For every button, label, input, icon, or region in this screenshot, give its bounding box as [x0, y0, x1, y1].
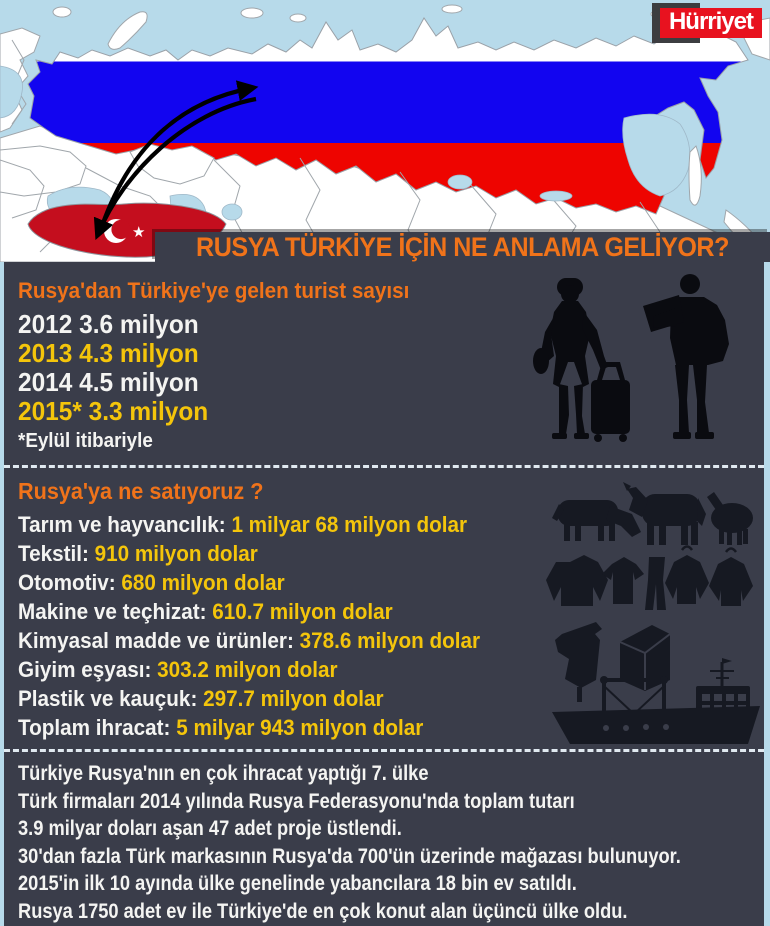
- fact-line: Türkiye Rusya'nın en çok ihracat yaptığı…: [18, 762, 429, 785]
- fact-line: 3.9 milyar doları aşan 47 adet proje üst…: [18, 817, 402, 840]
- logo-wordmark: Hürriyet: [659, 8, 762, 38]
- page-title: RUSYA TÜRKİYE İÇİN NE ANLAMA GELİYOR?: [196, 231, 729, 262]
- export-row: Giyim eşyası: 303.2 milyon dolar: [18, 657, 338, 682]
- tourists-heading: Rusya'dan Türkiye'ye gelen turist sayısı: [18, 278, 410, 303]
- star-icon: ★: [132, 224, 145, 241]
- export-row: Tarım ve hayvancılık: 1 milyar 68 milyon…: [18, 512, 468, 537]
- info-panel: Rusya'dan Türkiye'ye gelen turist sayısı…: [4, 262, 764, 926]
- dashed-separator: [4, 749, 764, 752]
- map-svg: ★: [0, 0, 770, 262]
- fact-line: 30'dan fazla Türk markasının Rusya'da 70…: [18, 844, 681, 868]
- exports-heading: Rusya'ya ne satıyoruz ?: [18, 478, 264, 504]
- clothing-silhouette: [546, 545, 753, 610]
- export-products-silhouette-icon: [546, 482, 760, 744]
- machinery-silhouette: [555, 622, 671, 702]
- export-row: Kimyasal madde ve ürünler: 378.6 milyon …: [18, 628, 481, 653]
- tourist-row-2014: 2014 4.5 milyon: [18, 367, 199, 397]
- cattle-silhouette: [552, 482, 753, 545]
- tourists-silhouette-icon: [533, 274, 729, 442]
- export-row: Tekstil: 910 milyon dolar: [18, 541, 258, 566]
- fact-line: Rusya 1750 adet ev ile Türkiye'de en çok…: [18, 899, 628, 923]
- fact-line: 2015'in ilk 10 ayında ülke genelinde yab…: [18, 872, 577, 895]
- export-row: Makine ve teçhizat: 610.7 milyon dolar: [18, 599, 393, 624]
- fact-line: Türk firmaları 2014 yılında Rusya Federa…: [18, 789, 575, 813]
- export-row: Toplam ihracat: 5 milyar 943 milyon dola…: [18, 715, 424, 740]
- export-row: Otomotiv: 680 milyon dolar: [18, 570, 285, 595]
- russia-flag-map: [27, 17, 749, 215]
- export-row: Plastik ve kauçuk: 297.7 milyon dolar: [18, 686, 384, 711]
- tourist-row-2012: 2012 3.6 milyon: [18, 309, 199, 339]
- tourist-row-2013: 2013 4.3 milyon: [18, 338, 199, 368]
- tourist-row-2015: 2015* 3.3 milyon: [18, 396, 209, 426]
- exchange-arrows-icon: [93, 80, 259, 241]
- title-bar: RUSYA TÜRKİYE İÇİN NE ANLAMA GELİYOR?: [155, 232, 770, 262]
- exports-section: Rusya'ya ne satıyoruz ? Tarım ve hayvanc…: [18, 478, 601, 742]
- hurriyet-logo: Hürriyet: [651, 3, 762, 43]
- facts-section: Türkiye Rusya'nın en çok ihracat yaptığı…: [18, 760, 770, 925]
- eurasia-map: ★: [0, 0, 770, 262]
- neighbor-countries: [0, 143, 215, 197]
- tourists-footnote: *Eylül itibariyle: [18, 430, 153, 452]
- tourists-section: Rusya'dan Türkiye'ye gelen turist sayısı…: [18, 278, 544, 454]
- dashed-separator: [4, 465, 764, 468]
- cargo-ship-silhouette: [552, 658, 760, 744]
